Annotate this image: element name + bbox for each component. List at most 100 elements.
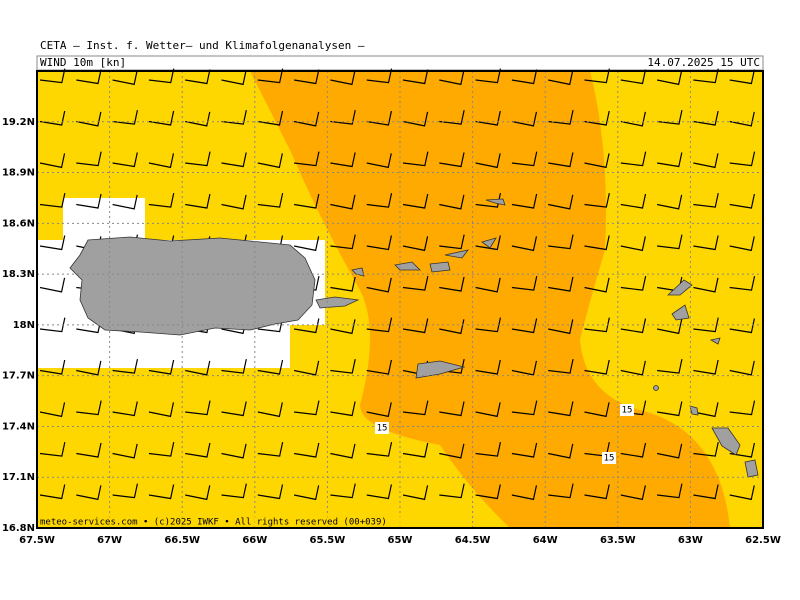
wind-barb [729, 111, 755, 127]
field-name: WIND 10m [kn] [40, 56, 126, 69]
wind-barb [185, 193, 211, 209]
lon-label: 63.5W [600, 535, 636, 546]
contour-label: 15 [604, 454, 615, 464]
wind-barb [439, 70, 465, 86]
wind-barb [366, 277, 392, 293]
wind-barb [330, 70, 356, 86]
wind-barb [330, 276, 356, 292]
header-title: CETA — Inst. f. Wetter— und Klimafolgena… [40, 39, 365, 52]
wind-barb [693, 153, 719, 169]
wind-barb [548, 483, 574, 499]
wind-barb [439, 194, 465, 210]
wind-barb [185, 485, 211, 501]
wind-barb [330, 443, 356, 459]
island [666, 279, 693, 296]
wind-barb [330, 194, 356, 210]
wind-barb [548, 234, 574, 250]
wind-barb [257, 484, 284, 500]
wind-barb [693, 442, 719, 457]
island [415, 360, 466, 379]
wind-barb [112, 152, 138, 168]
wind-barb [439, 319, 465, 335]
wind-barb [584, 359, 610, 375]
wind-barb [366, 317, 393, 333]
wind-barb [39, 277, 66, 293]
wind-barb [39, 193, 66, 208]
wind-barb [39, 402, 66, 418]
island [315, 296, 360, 309]
lon-label: 67.5W [19, 535, 55, 546]
wind-barb [475, 317, 502, 333]
wind-barb [294, 318, 320, 334]
island [744, 459, 759, 478]
wind-barb [221, 70, 247, 86]
island [689, 405, 699, 416]
contour-label-bg [375, 422, 389, 434]
wind-barb [402, 69, 429, 85]
wind-barb [511, 485, 538, 501]
wind-barb [112, 401, 138, 417]
wind-barb [257, 153, 283, 169]
wind-barb [76, 69, 102, 85]
wind-barb [620, 318, 647, 334]
wind-barb [729, 193, 756, 209]
wind-barb [112, 483, 139, 499]
wind-barb [76, 151, 102, 167]
wind-barb [656, 70, 683, 86]
wind-barb [475, 442, 502, 457]
wind-barb [620, 276, 647, 291]
wind-barb [693, 402, 719, 418]
wind-barb [475, 193, 502, 208]
wind-barb [39, 317, 66, 333]
map-area: meteo-services.com • (c)2025 IWKF • All … [36, 68, 764, 529]
wind-barb [148, 359, 175, 375]
wind-barb [112, 70, 138, 86]
wind-barb [148, 68, 175, 84]
wind-barb [511, 236, 538, 252]
wind-barb [76, 193, 102, 209]
wind-barb [330, 234, 356, 250]
wind-barb [439, 276, 465, 292]
wind-barb [729, 442, 756, 458]
wind-barb [185, 69, 211, 85]
lon-label: 66.5W [164, 535, 200, 546]
wind-barb [330, 152, 356, 168]
wind-barb [548, 276, 574, 292]
wind-barb [584, 484, 610, 500]
wind-barb [330, 401, 356, 417]
wind-barb [511, 442, 538, 458]
wind-barb [112, 194, 138, 210]
wind-barb [439, 483, 465, 499]
wind-barb [185, 442, 211, 458]
wind-barb [439, 152, 465, 168]
wind-barb [221, 194, 247, 210]
wind-barb [657, 359, 683, 374]
wind-barb [76, 442, 102, 458]
wind-barb [729, 400, 756, 416]
wind-barb [584, 402, 610, 418]
wind-barb [257, 193, 284, 208]
wind-barb [112, 443, 138, 459]
wind-barb [620, 442, 647, 458]
wind-barbs [39, 68, 756, 501]
lat-label: 19.2N [2, 117, 35, 128]
wind-barb [402, 400, 429, 416]
wind-barb [693, 317, 719, 333]
wind-barb [693, 68, 719, 84]
wind-barb [221, 401, 247, 417]
wind-barb [330, 110, 356, 125]
lat-label: 16.8N [2, 523, 35, 534]
lat-label: 17.1N [2, 472, 35, 483]
wind-barb [39, 153, 66, 169]
wind-barb [439, 443, 465, 459]
wind-barb [39, 359, 66, 375]
wind-barb [330, 359, 356, 374]
wind-barb [148, 153, 175, 169]
puerto-rico [69, 236, 316, 336]
wind-barb [39, 68, 66, 84]
lon-label: 63W [678, 535, 703, 546]
wind-barb [221, 483, 247, 499]
wind-barb [620, 360, 646, 376]
wind-barb [548, 443, 574, 459]
wind-barb [112, 110, 139, 125]
